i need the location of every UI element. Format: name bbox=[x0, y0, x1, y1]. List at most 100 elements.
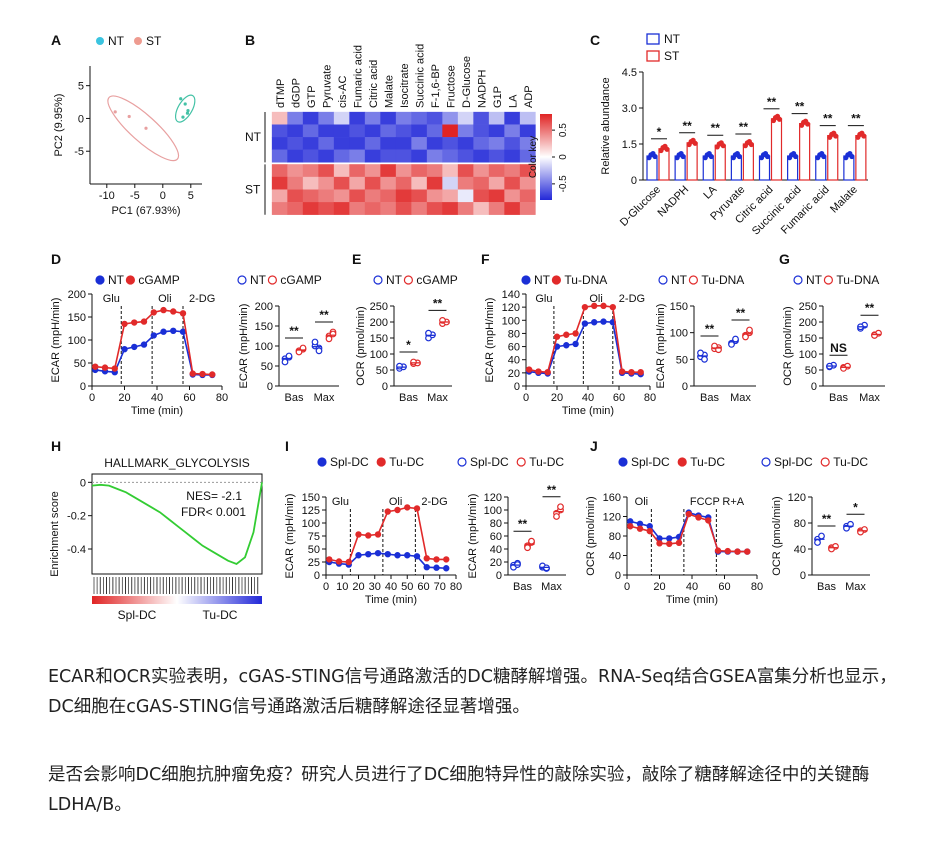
bar-y-axis-label: Relative abundance bbox=[600, 77, 612, 174]
heatmap-cell bbox=[380, 149, 397, 163]
j-line-series-point-Tu-DC bbox=[724, 547, 731, 555]
i-line-legend-marker bbox=[376, 457, 386, 467]
heatmap-cell bbox=[473, 176, 490, 190]
i-line-series-point-Tu-DC bbox=[394, 506, 401, 514]
j-line-y-axis-label: OCR (pmol/min) bbox=[585, 496, 597, 575]
d-dots-y-tick-label: 0 bbox=[267, 381, 273, 393]
heatmap-cell bbox=[380, 111, 397, 125]
d-line-series-point-cGAMP bbox=[131, 319, 138, 326]
f-line-series-point-Tu-DNA bbox=[637, 369, 644, 376]
j-dots-category-label: Max bbox=[845, 581, 866, 593]
bar-ST bbox=[742, 143, 754, 181]
d-line-x-axis-label: Time (min) bbox=[131, 405, 183, 417]
gsea-title: HALLMARK_GLYCOLYSIS bbox=[104, 456, 250, 470]
f-line-x-axis-label: Time (min) bbox=[562, 405, 614, 417]
j-line-legend-marker bbox=[618, 457, 628, 467]
heatmap-cell bbox=[457, 176, 474, 190]
heatmap-cell bbox=[519, 189, 536, 203]
heatmap-cell bbox=[457, 164, 474, 178]
i-line-series-point-Spl-DC bbox=[423, 564, 430, 571]
i-line-series-point-Spl-DC bbox=[365, 551, 372, 558]
d-dots-dot-NT bbox=[311, 338, 319, 346]
heatmap-cell bbox=[349, 137, 366, 150]
j-dots-legend-marker bbox=[761, 457, 771, 467]
heatmap-column-label: ADP bbox=[523, 85, 535, 108]
j-line-injection-label: R+A bbox=[722, 496, 744, 508]
e-dots-significance-label: * bbox=[406, 338, 411, 352]
d-line-y-tick-label: 200 bbox=[68, 289, 86, 301]
bar-ST bbox=[686, 142, 698, 181]
caption-paragraph-2: 是否会影响DC细胞抗肿瘤免疫？研究人员进行了DC细胞特异性的敲除实验，敲除了糖酵… bbox=[48, 765, 870, 815]
g-dots-y-tick-label: 0 bbox=[811, 381, 817, 393]
d-line-series-point-NT bbox=[160, 328, 167, 335]
i-line-x-tick-label: 50 bbox=[401, 581, 413, 593]
d-line-x-tick-label: 40 bbox=[151, 392, 163, 404]
f-line-series-point-Tu-DNA bbox=[535, 368, 542, 375]
bar-ST bbox=[799, 122, 811, 181]
f-line-y-tick-label: 140 bbox=[502, 289, 520, 301]
heatmap-cell bbox=[473, 124, 490, 138]
pca-point-NT bbox=[185, 111, 190, 115]
heatmap-cell bbox=[318, 124, 335, 138]
gsea-fdr: FDR< 0.001 bbox=[181, 505, 246, 519]
heatmap-column-label: Malate bbox=[383, 75, 395, 108]
heatmap-cell bbox=[442, 164, 459, 178]
bar-legend-swatch-st bbox=[646, 50, 660, 62]
bar-point-ST bbox=[692, 140, 698, 146]
panel-label-F: F bbox=[481, 251, 490, 267]
f-dots-y-tick-label: 150 bbox=[670, 301, 688, 313]
heatmap-cell bbox=[287, 202, 304, 215]
d-dots-legend-label: cGAMP bbox=[280, 273, 321, 287]
j-dots-y-axis-label: OCR (pmol/min) bbox=[771, 496, 783, 575]
heatmap-cell bbox=[271, 137, 288, 150]
i-line-series-point-Spl-DC bbox=[413, 553, 421, 560]
heatmap-cell bbox=[364, 137, 381, 150]
e-dots-y-tick-label: 200 bbox=[370, 317, 388, 329]
f-line-series-point-NT bbox=[581, 320, 589, 327]
heatmap-cell bbox=[333, 189, 350, 203]
heatmap-cell bbox=[333, 176, 350, 190]
f-dots-legend-marker bbox=[658, 275, 668, 285]
panel-label-E: E bbox=[352, 251, 361, 267]
heatmap-cell bbox=[364, 189, 381, 203]
color-key-title: Color key bbox=[528, 136, 539, 178]
i-line-series-point-Spl-DC bbox=[443, 565, 450, 572]
heatmap-cell bbox=[504, 149, 521, 163]
j-dots-dot-Tu-DC bbox=[828, 545, 835, 553]
j-line-y-tick-label: 120 bbox=[603, 512, 621, 524]
g-dots-significance-label: ** bbox=[865, 301, 875, 315]
i-line-legend-label: Spl-DC bbox=[330, 455, 369, 469]
panel-label-B: B bbox=[245, 32, 255, 48]
d-line-series-point-NT bbox=[150, 332, 157, 339]
heatmap-cell bbox=[395, 164, 412, 178]
e-dots-y-tick-label: 50 bbox=[376, 365, 388, 377]
g-dots-legend-marker bbox=[793, 275, 803, 285]
d-line-series-point-cGAMP bbox=[179, 310, 187, 317]
i-dots-dot-Tu-DC bbox=[524, 544, 531, 552]
heatmap-cell bbox=[302, 189, 319, 203]
d-dots-category-label: Bas bbox=[285, 392, 304, 404]
d-line-series-point-NT bbox=[121, 346, 128, 353]
heatmap-cell bbox=[411, 149, 428, 163]
gsea-y-axis-label: Enrichment score bbox=[49, 491, 61, 577]
j-line-x-tick-label: 20 bbox=[653, 581, 665, 593]
f-line-series-point-Tu-DNA bbox=[544, 369, 551, 376]
pca-x-tick-label: 0 bbox=[160, 190, 166, 202]
d-line-legend-marker bbox=[125, 275, 135, 285]
j-dots-y-tick-label: 0 bbox=[800, 570, 806, 582]
d-line-x-tick-label: 60 bbox=[183, 392, 195, 404]
pca-point-ST bbox=[127, 114, 131, 119]
heatmap-cell bbox=[349, 149, 366, 163]
heatmap-cell bbox=[287, 149, 304, 163]
d-dots-y-tick-label: 100 bbox=[255, 341, 273, 353]
bar-ST bbox=[770, 118, 783, 181]
heatmap-cell bbox=[271, 202, 288, 215]
i-dots-legend-label: Tu-DC bbox=[529, 455, 564, 469]
i-dots-dot-Tu-DC bbox=[553, 513, 560, 520]
d-dots-dot-cGAMP bbox=[329, 330, 337, 338]
bar-point-ST bbox=[748, 141, 754, 148]
heatmap-cell bbox=[287, 189, 304, 203]
j-dots-y-tick-label: 40 bbox=[794, 544, 806, 556]
i-line-series-point-Tu-DC bbox=[365, 532, 372, 539]
f-dots-y-axis-label: ECAR (mpH/min) bbox=[655, 304, 667, 389]
